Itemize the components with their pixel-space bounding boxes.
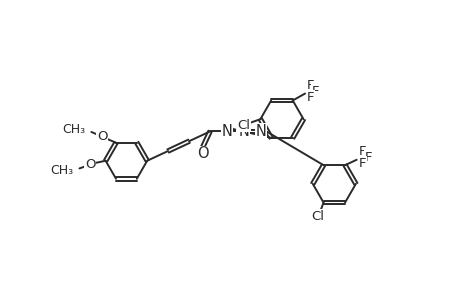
Text: N: N — [255, 124, 266, 139]
Text: F: F — [364, 151, 371, 164]
Text: F: F — [358, 157, 366, 170]
Text: Cl: Cl — [310, 210, 323, 223]
Text: F: F — [358, 145, 366, 158]
Text: O: O — [97, 130, 107, 143]
Text: O: O — [85, 158, 95, 171]
Text: Cl: Cl — [236, 119, 249, 132]
Text: CH₃: CH₃ — [50, 164, 73, 177]
Text: N: N — [221, 124, 232, 139]
Text: F: F — [306, 79, 313, 92]
Text: F: F — [306, 91, 313, 104]
Text: O: O — [196, 146, 208, 161]
Text: N: N — [238, 124, 249, 139]
Text: F: F — [311, 85, 319, 98]
Text: CH₃: CH₃ — [62, 123, 85, 136]
